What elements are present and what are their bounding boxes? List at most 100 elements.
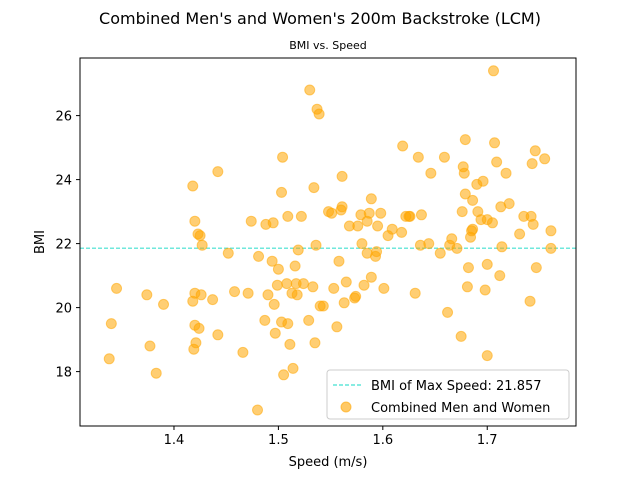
data-point [141,289,153,301]
data-point [268,298,280,310]
data-point [262,289,274,301]
data-point [350,290,362,302]
data-point [336,201,348,213]
legend: BMI of Max Speed: 21.857 Combined Men an… [326,369,570,420]
data-point [289,260,301,272]
data-point [412,151,424,163]
plot-frame [79,57,577,427]
data-point [272,263,284,275]
data-point [193,322,205,334]
data-point [365,271,377,283]
y-axis-label: BMI [33,230,48,254]
data-point [397,140,409,152]
data-point [446,233,458,245]
data-point [313,108,325,120]
data-point [303,314,315,326]
data-point [459,188,471,200]
data-point [372,220,384,232]
data-point [103,353,115,365]
data-point [438,151,450,163]
data-point [326,207,338,219]
data-point [284,338,296,350]
x-tick-label: 1.6 [372,433,393,448]
data-point [467,194,479,206]
data-point [282,210,294,222]
data-point [190,337,202,349]
data-point [105,318,117,330]
data-point [242,287,254,299]
data-point [309,337,321,349]
data-point [237,346,249,358]
data-point [451,242,463,254]
data-point [328,282,340,294]
data-point [333,255,345,267]
data-point [111,282,123,294]
data-point [308,182,320,194]
data-point [481,350,493,362]
data-point [259,314,271,326]
data-point [491,156,503,168]
data-point [212,166,224,178]
y-axis-ticks: 18 20 22 24 26 [55,110,80,381]
x-tick-label: 1.7 [477,433,498,448]
data-point [194,230,206,242]
data-point [461,281,473,293]
legend-box [326,369,570,420]
x-axis-label: Speed (m/s) [289,455,368,470]
data-point [356,238,368,250]
data-point [340,276,352,288]
data-point [477,175,489,187]
data-point [292,244,304,256]
data-point [545,242,557,254]
data-point [529,145,541,157]
data-point [526,158,538,170]
chart-subtitle: BMI vs. Speed [289,39,367,52]
y-tick-label: 18 [55,366,72,381]
data-point [352,220,364,232]
data-point [253,250,265,262]
data-point [269,327,281,339]
data-point [386,223,398,235]
data-point [150,367,162,379]
data-point [158,298,170,310]
data-point [514,228,526,240]
legend-series-label: Combined Men and Women [371,401,550,416]
data-point [278,369,290,381]
data-point [363,207,375,219]
data-point [481,258,493,270]
data-point [195,289,207,301]
data-point [486,217,498,229]
legend-series-swatch [340,401,352,413]
data-point [310,239,322,251]
data-point [539,153,551,165]
data-point [442,306,454,318]
data-point [307,281,319,293]
data-point [222,247,234,259]
data-point [276,186,288,198]
data-point [500,167,512,179]
data-point [404,210,416,222]
data-point [409,287,421,299]
data-point [189,215,201,227]
data-point [456,206,468,218]
data-point [291,289,303,301]
data-point [282,318,294,330]
data-point [455,330,467,342]
data-point [462,262,474,274]
x-axis-ticks: 1.4 1.5 1.6 1.7 [164,426,498,448]
y-tick-label: 24 [55,174,72,189]
data-point [496,241,508,253]
data-point [458,167,470,179]
y-tick-label: 22 [55,238,72,253]
data-point [488,65,500,77]
data-point [277,151,289,163]
data-point [331,321,343,333]
data-point [434,247,446,259]
data-point [459,134,471,146]
data-point [304,84,316,96]
data-point [415,209,427,221]
data-point [527,218,539,230]
data-point [358,279,370,291]
data-point [489,137,501,149]
